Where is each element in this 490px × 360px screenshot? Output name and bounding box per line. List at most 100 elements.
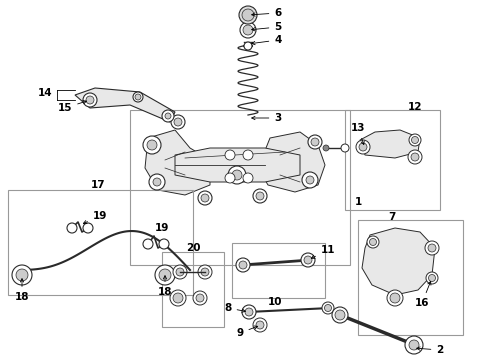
- Circle shape: [153, 178, 161, 186]
- Circle shape: [244, 42, 252, 50]
- Circle shape: [390, 293, 400, 303]
- Circle shape: [302, 172, 318, 188]
- Polygon shape: [75, 88, 175, 122]
- Circle shape: [201, 268, 209, 276]
- Circle shape: [304, 256, 312, 264]
- Circle shape: [162, 110, 174, 122]
- Circle shape: [135, 94, 141, 100]
- Circle shape: [228, 166, 246, 184]
- Polygon shape: [360, 130, 420, 158]
- Circle shape: [245, 308, 253, 316]
- Circle shape: [323, 145, 329, 151]
- Circle shape: [12, 265, 32, 285]
- Circle shape: [356, 140, 370, 154]
- Circle shape: [324, 305, 332, 311]
- Circle shape: [256, 321, 264, 329]
- Text: 8: 8: [224, 303, 245, 313]
- Bar: [130, 110, 350, 265]
- Circle shape: [171, 115, 185, 129]
- Circle shape: [173, 265, 187, 279]
- Circle shape: [67, 223, 77, 233]
- Polygon shape: [145, 130, 210, 195]
- Circle shape: [409, 134, 421, 146]
- Circle shape: [243, 173, 253, 183]
- Text: 15: 15: [58, 100, 86, 113]
- Circle shape: [242, 305, 256, 319]
- Circle shape: [198, 265, 212, 279]
- Text: 20: 20: [186, 243, 200, 253]
- Text: 4: 4: [252, 35, 282, 45]
- Bar: [162, 252, 224, 327]
- Circle shape: [341, 144, 349, 152]
- Circle shape: [243, 25, 253, 35]
- Circle shape: [306, 176, 314, 184]
- Text: 18: 18: [15, 279, 29, 302]
- Circle shape: [196, 294, 204, 302]
- Circle shape: [411, 153, 419, 161]
- Text: 11: 11: [311, 245, 335, 258]
- Circle shape: [405, 336, 423, 354]
- Circle shape: [253, 318, 267, 332]
- Bar: [345, 110, 440, 210]
- Circle shape: [165, 113, 171, 119]
- Circle shape: [369, 239, 376, 246]
- Circle shape: [425, 241, 439, 255]
- Circle shape: [149, 174, 165, 190]
- Text: 12: 12: [408, 102, 422, 112]
- Text: 9: 9: [237, 326, 258, 338]
- Bar: [8, 190, 193, 295]
- Circle shape: [176, 268, 184, 276]
- Circle shape: [201, 194, 209, 202]
- Circle shape: [159, 269, 171, 281]
- Circle shape: [133, 92, 143, 102]
- Circle shape: [322, 302, 334, 314]
- Circle shape: [236, 258, 250, 272]
- Circle shape: [335, 310, 345, 320]
- Circle shape: [253, 189, 267, 203]
- Circle shape: [83, 223, 93, 233]
- Text: 1: 1: [355, 197, 362, 207]
- Circle shape: [193, 291, 207, 305]
- Text: 17: 17: [91, 180, 105, 190]
- Circle shape: [311, 138, 319, 146]
- Circle shape: [243, 150, 253, 160]
- Circle shape: [239, 6, 257, 24]
- Text: 13: 13: [351, 123, 365, 144]
- Text: 18: 18: [158, 276, 172, 297]
- Circle shape: [409, 340, 419, 350]
- Circle shape: [301, 253, 315, 267]
- Circle shape: [225, 173, 235, 183]
- Circle shape: [239, 261, 247, 269]
- Text: 10: 10: [268, 297, 282, 307]
- Text: 14: 14: [37, 88, 52, 98]
- Circle shape: [170, 290, 186, 306]
- Circle shape: [159, 239, 169, 249]
- Circle shape: [332, 307, 348, 323]
- Circle shape: [173, 293, 183, 303]
- Circle shape: [359, 143, 367, 151]
- Polygon shape: [175, 148, 300, 182]
- Text: 3: 3: [252, 113, 282, 123]
- Circle shape: [387, 290, 403, 306]
- Circle shape: [225, 150, 235, 160]
- Circle shape: [16, 269, 28, 281]
- Circle shape: [408, 150, 422, 164]
- Circle shape: [412, 136, 418, 144]
- Text: 16: 16: [415, 282, 431, 308]
- Circle shape: [428, 244, 436, 252]
- Circle shape: [428, 274, 436, 282]
- Text: 7: 7: [388, 212, 396, 222]
- Text: 6: 6: [252, 8, 282, 18]
- Circle shape: [367, 236, 379, 248]
- Circle shape: [232, 170, 242, 180]
- Circle shape: [240, 22, 256, 38]
- Polygon shape: [362, 228, 435, 295]
- Circle shape: [143, 136, 161, 154]
- Polygon shape: [258, 132, 325, 192]
- Circle shape: [83, 93, 97, 107]
- Circle shape: [308, 135, 322, 149]
- Circle shape: [155, 265, 175, 285]
- Circle shape: [256, 192, 264, 200]
- Bar: [358, 220, 463, 335]
- Circle shape: [174, 118, 182, 126]
